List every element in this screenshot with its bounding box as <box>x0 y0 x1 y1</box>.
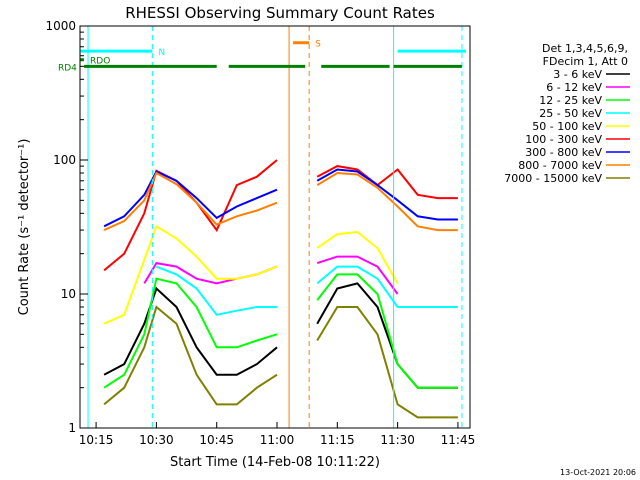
y-tick-label-2: 100 <box>53 153 76 167</box>
legend-label-1: 6 - 12 keV <box>546 81 602 94</box>
legend: Det 1,3,4,5,6,9,FDecim 1, Att 03 - 6 keV… <box>504 42 630 185</box>
series-line-2 <box>103 277 278 389</box>
series-line-2 <box>316 273 458 389</box>
x-tick-label-4: 11:15 <box>320 433 355 447</box>
y-tick-label-1: 10 <box>61 287 76 301</box>
legend-label-2: 12 - 25 keV <box>539 94 602 107</box>
series-line-3 <box>316 265 458 308</box>
y-tick-label-3: 1000 <box>45 19 76 33</box>
x-tick-label-5: 11:30 <box>380 433 415 447</box>
series-line-6 <box>316 168 458 221</box>
series-line-7 <box>316 171 458 232</box>
x-tick-label-3: 11:00 <box>260 433 295 447</box>
series-line-7 <box>103 171 278 232</box>
plot-frame <box>79 25 471 429</box>
legend-label-6: 300 - 800 keV <box>525 146 602 159</box>
series-line-4 <box>103 224 278 325</box>
series-line-5 <box>103 159 278 272</box>
series-line-8 <box>103 305 278 406</box>
legend-label-7: 800 - 7000 keV <box>518 159 602 172</box>
flag-label-rdo: RDO <box>90 57 110 67</box>
series-line-1 <box>316 255 399 295</box>
chart-title: RHESSI Observing Summary Count Rates <box>125 4 435 22</box>
y-axis-label: Count Rate (s⁻¹ detector⁻¹) <box>17 139 32 316</box>
legend-label-4: 50 - 100 keV <box>532 120 602 133</box>
x-axis-label: Start Time (14-Feb-08 10:11:22) <box>170 455 380 470</box>
series-layer <box>103 159 458 419</box>
flag-label-rd4: RD4 <box>58 63 77 73</box>
series-line-6 <box>103 170 278 228</box>
x-tick-label-0: 10:15 <box>79 433 114 447</box>
y-tick-label-0: 1 <box>68 421 76 435</box>
timestamp: 13-Oct-2021 20:06 <box>560 468 636 477</box>
x-tick-label-6: 11:45 <box>441 433 476 447</box>
legend-label-8: 7000 - 15000 keV <box>504 172 602 185</box>
flag-label-n: N <box>158 48 165 58</box>
legend-header-1: FDecim 1, Att 0 <box>543 55 628 68</box>
legend-label-5: 100 - 300 keV <box>525 133 602 146</box>
series-line-5 <box>316 165 458 200</box>
legend-label-3: 25 - 50 keV <box>539 107 602 120</box>
legend-label-0: 3 - 6 keV <box>553 68 602 81</box>
series-line-8 <box>316 306 458 419</box>
series-line-0 <box>103 286 278 376</box>
series-line-3 <box>156 265 277 316</box>
x-axis: 10:15 10:30 10:45 11:00 11:15 11:30 11:45 <box>79 422 475 447</box>
legend-header-0: Det 1,3,4,5,6,9, <box>542 42 628 55</box>
annotation-layer: N RDO RD4 S <box>58 26 466 428</box>
flag-label-s: S <box>315 40 321 50</box>
x-tick-label-2: 10:45 <box>199 433 234 447</box>
x-tick-label-1: 10:30 <box>139 433 174 447</box>
series-line-4 <box>316 230 399 284</box>
y-axis: 1 10 100 1000 <box>45 19 88 435</box>
